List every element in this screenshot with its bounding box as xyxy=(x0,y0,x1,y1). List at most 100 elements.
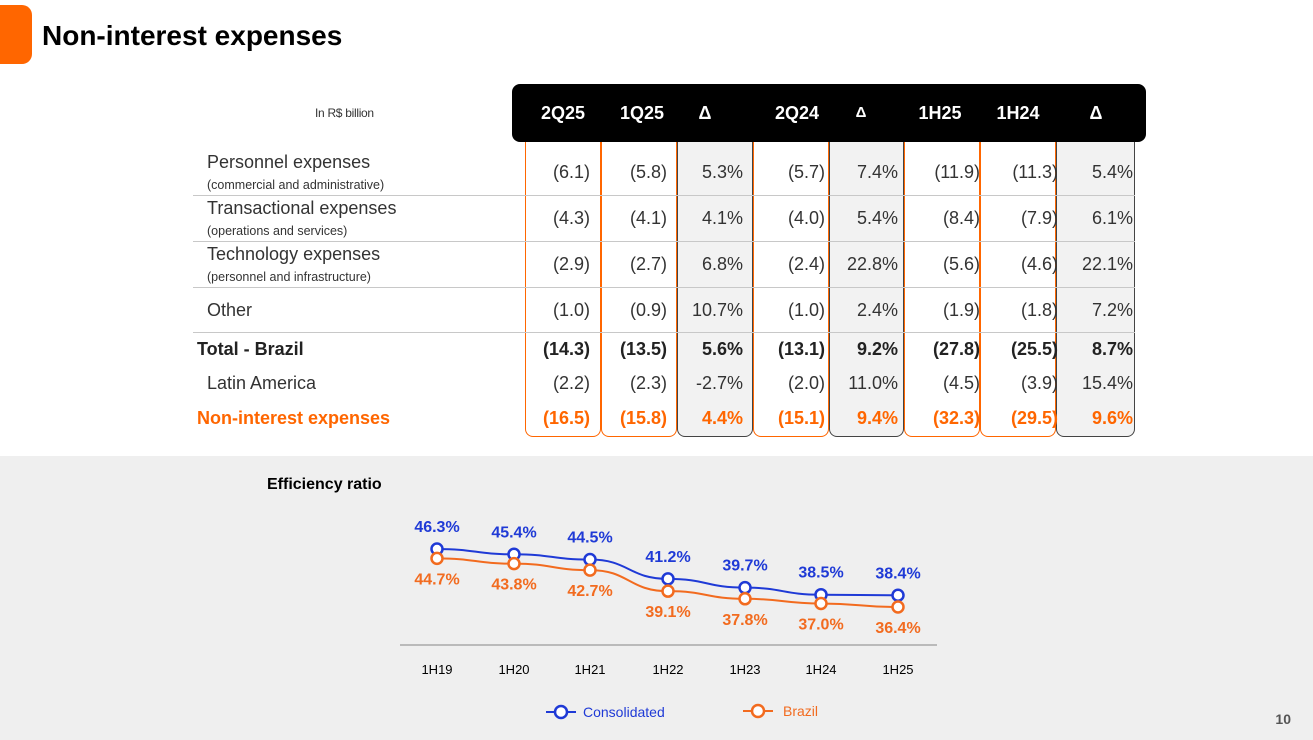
legend-label-consolidated: Consolidated xyxy=(583,704,665,720)
row-label-latin-america: Latin America xyxy=(207,373,317,393)
table-cell: 9.6% xyxy=(1091,408,1133,428)
table-cell: (16.5) xyxy=(542,408,590,428)
row-label-non-interest-expenses: Non-interest expenses xyxy=(197,408,391,428)
table-cell: (4.5) xyxy=(942,373,980,393)
row-divider xyxy=(193,287,1135,288)
data-label-consolidated: 39.7% xyxy=(722,558,767,575)
table-cell: (5.7) xyxy=(787,162,825,182)
table-cell: (13.5) xyxy=(619,339,667,359)
table-cell: (11.9) xyxy=(934,162,980,182)
header-2q24: 2Q24 xyxy=(774,103,820,123)
table-cell: (7.9) xyxy=(1020,208,1058,228)
table-cell: (2.7) xyxy=(629,254,667,274)
col-box-1h25 xyxy=(904,142,980,437)
table-cell: (2.9) xyxy=(552,254,590,274)
col-box-2q24 xyxy=(753,142,829,437)
table-cell: 15.4% xyxy=(1081,373,1133,393)
table-cell: 7.4% xyxy=(856,162,898,182)
legend-marker-consolidated xyxy=(553,704,569,720)
header-delta-2: Δ xyxy=(855,104,867,121)
legend-label-brazil: Brazil xyxy=(783,703,818,719)
data-label-brazil: 37.8% xyxy=(722,612,767,629)
legend-marker-brazil xyxy=(750,703,766,719)
table-cell: (1.0) xyxy=(787,300,825,320)
table-cell: 9.2% xyxy=(856,339,898,359)
table-cell: (14.3) xyxy=(542,339,590,359)
data-label-brazil: 37.0% xyxy=(798,616,843,633)
table-cell: (4.3) xyxy=(552,208,590,228)
col-box-delta-3 xyxy=(1056,142,1135,437)
data-point-consolidated xyxy=(738,580,752,595)
table-cell: 22.1% xyxy=(1081,254,1133,274)
header-1q25: 1Q25 xyxy=(619,103,665,123)
data-point-brazil xyxy=(661,584,675,598)
chart-title: Efficiency ratio xyxy=(267,476,382,493)
table-cell: (3.9) xyxy=(1020,373,1058,393)
brand-tab xyxy=(0,5,32,64)
data-label-consolidated: 41.2% xyxy=(645,549,690,566)
row-label-transactional: Transactional expenses xyxy=(207,198,397,218)
data-label-consolidated: 45.4% xyxy=(491,524,536,541)
table-cell: 4.1% xyxy=(701,208,743,228)
data-point-brazil xyxy=(507,556,521,571)
data-label-brazil: 36.4% xyxy=(875,620,920,637)
table-cell: (4.0) xyxy=(787,208,825,228)
row-label-technology: Technology expenses xyxy=(207,244,381,264)
x-tick-label: 1H24 xyxy=(805,662,836,677)
table-cell: (5.8) xyxy=(629,162,667,182)
table-cell: (2.4) xyxy=(787,254,825,274)
table-cell: (6.1) xyxy=(552,162,590,182)
data-point-consolidated xyxy=(891,588,905,603)
data-label-consolidated: 38.4% xyxy=(875,565,920,582)
table-cell: (2.0) xyxy=(787,373,825,393)
x-tick-label: 1H23 xyxy=(729,662,760,677)
table-cell: (2.3) xyxy=(629,373,667,393)
data-point-brazil xyxy=(814,596,828,611)
row-sub-technology: (personnel and infrastructure) xyxy=(207,270,371,284)
table-cell: (15.8) xyxy=(619,408,667,428)
row-sub-personnel: (commercial and administrative) xyxy=(207,178,385,192)
table-cell: (2.2) xyxy=(552,373,590,393)
table-header-bar xyxy=(512,84,1146,142)
x-tick-label: 1H20 xyxy=(498,662,529,677)
col-box-1q25 xyxy=(601,142,677,437)
table-cell: (8.4) xyxy=(942,208,980,228)
header-1h24: 1H24 xyxy=(996,103,1040,123)
data-point-brazil xyxy=(738,592,752,606)
data-label-consolidated: 38.5% xyxy=(798,565,843,582)
table-cell: 4.4% xyxy=(701,408,743,428)
row-sub-transactional: (operations and services) xyxy=(207,224,348,238)
page-title: Non-interest expenses xyxy=(42,20,343,51)
table-cell: (5.6) xyxy=(942,254,980,274)
row-label-other: Other xyxy=(207,300,253,320)
table-cell: 5.6% xyxy=(701,339,743,359)
col-box-delta-2 xyxy=(829,142,904,437)
table-cell: (15.1) xyxy=(777,408,825,428)
data-label-brazil: 43.8% xyxy=(491,577,536,594)
row-divider xyxy=(193,332,1135,333)
chart-panel xyxy=(0,456,1313,740)
x-tick-label: 1H21 xyxy=(574,662,605,677)
table-cell: (32.3) xyxy=(932,408,980,428)
table-cell: 5.4% xyxy=(856,208,898,228)
col-box-delta-1 xyxy=(677,142,753,437)
table-cell: 8.7% xyxy=(1091,339,1133,359)
table-cell: (13.1) xyxy=(777,339,825,359)
row-label-personnel: Personnel expenses xyxy=(207,152,371,172)
table-cell: (11.3) xyxy=(1012,162,1058,182)
x-tick-label: 1H25 xyxy=(882,662,913,677)
x-tick-label: 1H19 xyxy=(421,662,452,677)
data-label-brazil: 44.7% xyxy=(414,571,459,588)
header-delta-3: Δ xyxy=(1089,103,1103,123)
table-cell: 5.4% xyxy=(1091,162,1133,182)
table-cell: 9.4% xyxy=(856,408,898,428)
table-cell: 7.2% xyxy=(1091,300,1133,320)
table-cell: 5.3% xyxy=(701,162,743,182)
header-delta-1: Δ xyxy=(698,103,712,123)
data-label-brazil: 42.7% xyxy=(567,583,612,600)
unit-label: In R$ billion xyxy=(315,106,374,120)
table-cell: -2.7% xyxy=(695,373,743,393)
table-cell: 2.4% xyxy=(856,300,898,320)
table-cell: 10.7% xyxy=(691,300,743,320)
data-point-brazil xyxy=(891,600,905,614)
